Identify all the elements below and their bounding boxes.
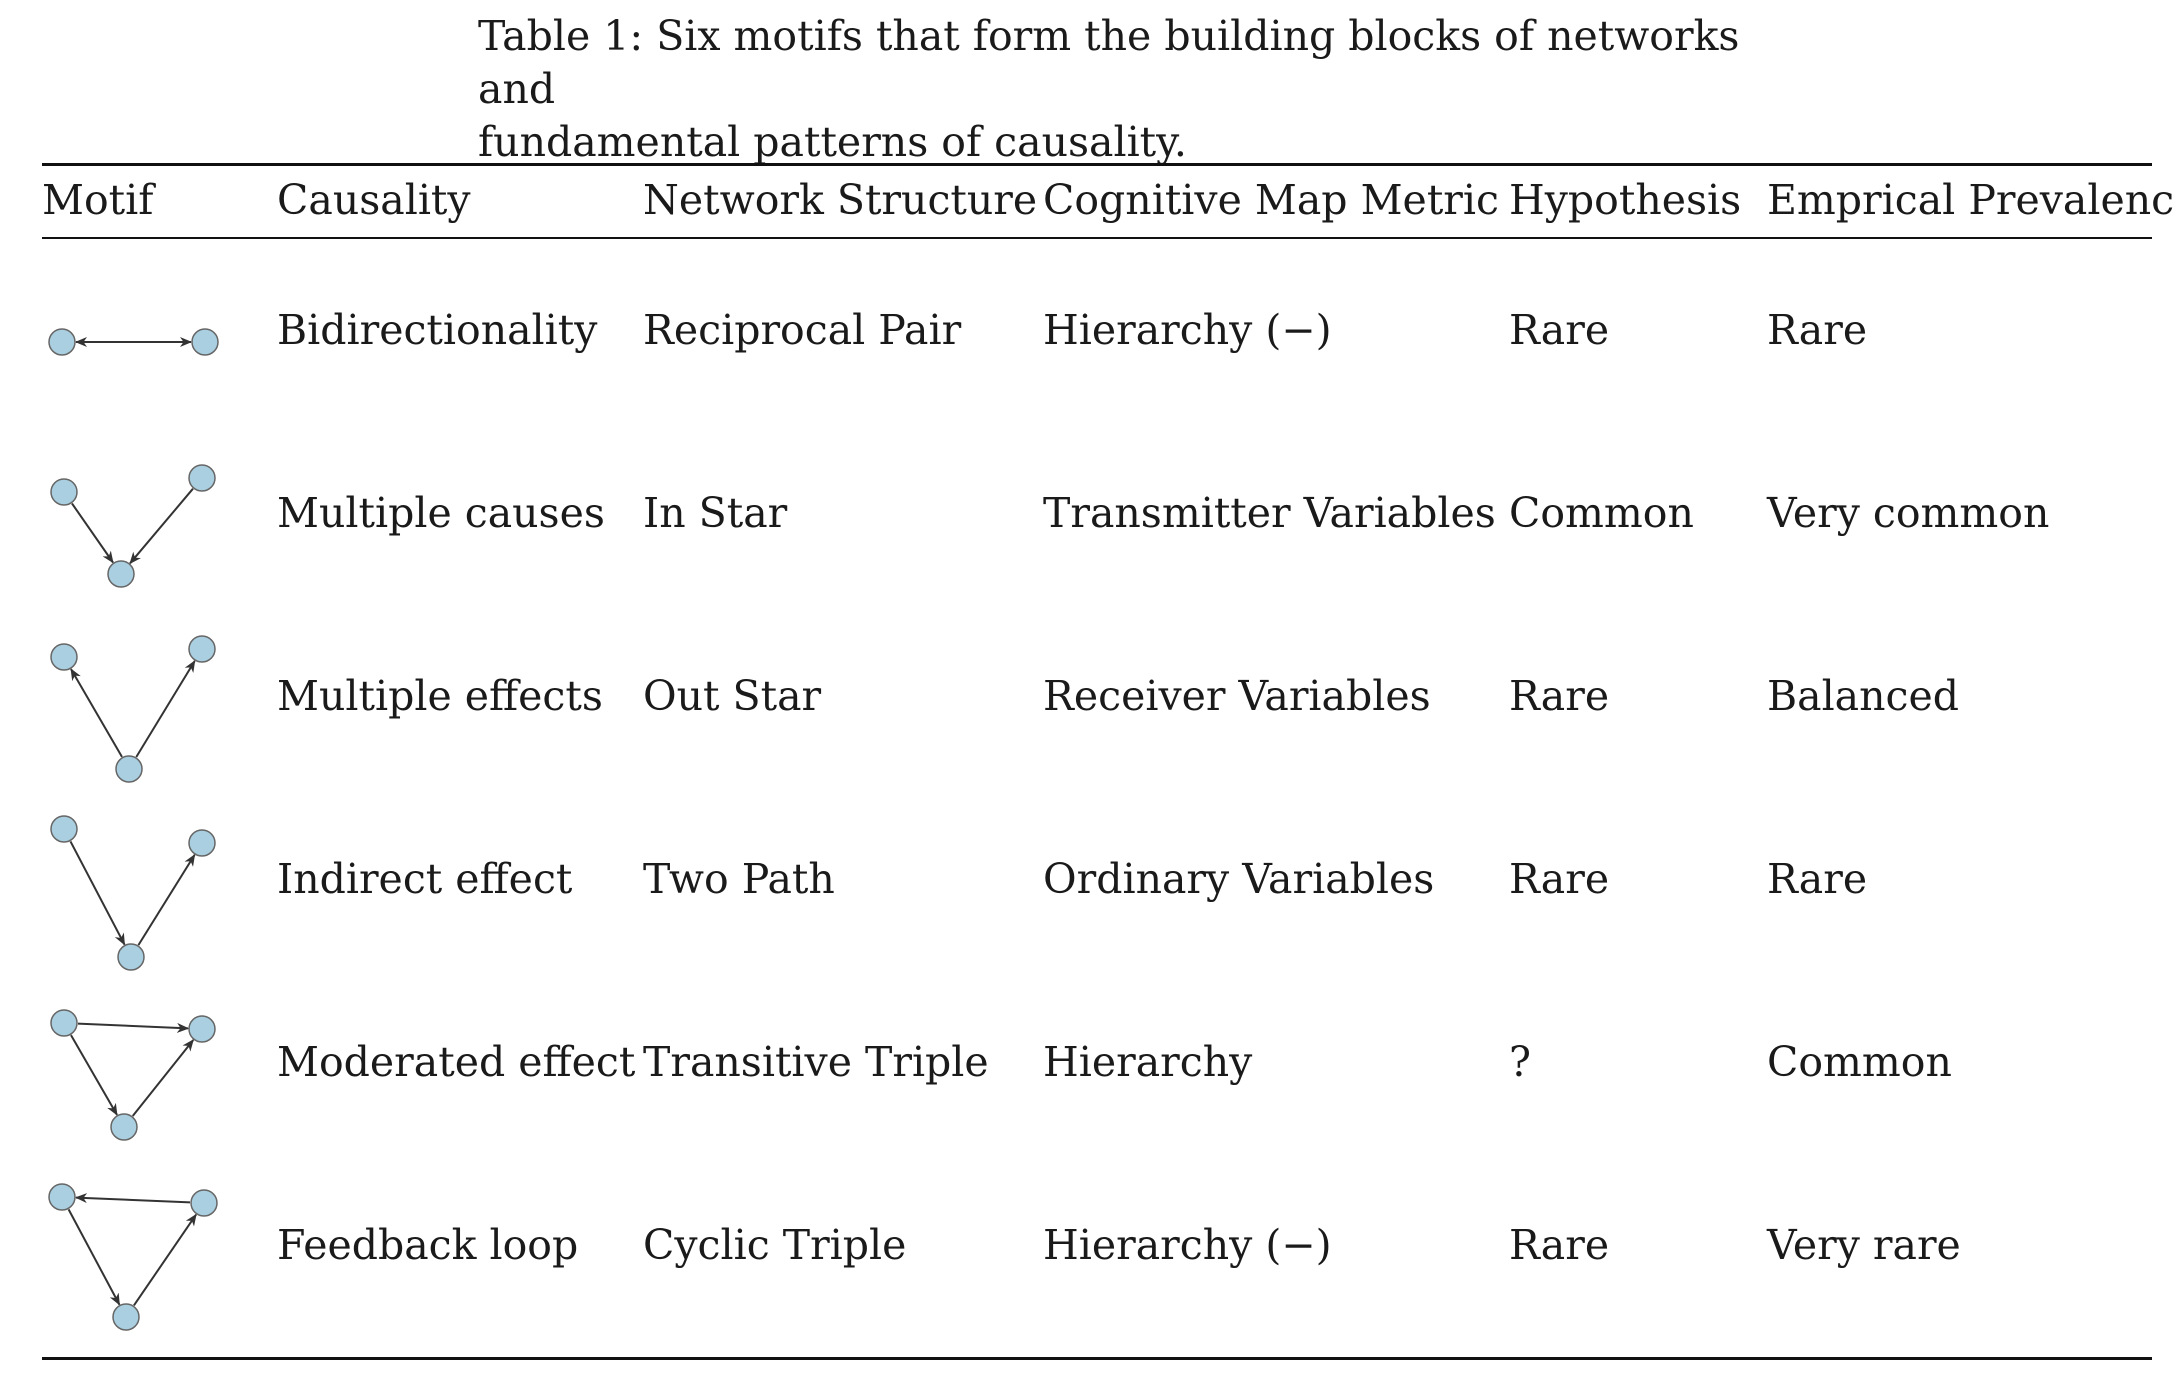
motif-4-edge-2 (137, 854, 196, 946)
row-4-prevalence: Rare (1767, 855, 1868, 903)
header-motif: Motif (42, 176, 154, 224)
row-2-metric: Transmitter Variables (1043, 489, 1496, 537)
row-3-prevalence: Balanced (1767, 672, 1960, 720)
row-6-metric: Hierarchy (−) (1043, 1221, 1332, 1269)
motif-5-edge-3 (131, 1039, 195, 1117)
motif-1-node-2 (191, 328, 219, 356)
caption-line-1: Table 1: Six motifs that form the buildi… (478, 12, 1740, 113)
motif-3-node-1 (50, 643, 78, 671)
row-2-prevalence: Very common (1767, 489, 2050, 537)
motif-diagrams (48, 328, 219, 1331)
row-2-causality: Multiple causes (277, 489, 605, 537)
row-2-hypothesis: Common (1509, 489, 1694, 537)
row-6-prevalence: Very rare (1767, 1221, 1961, 1269)
motif-3-node-2 (188, 635, 216, 663)
motif-5-node-2 (188, 1015, 216, 1043)
header-hypothesis: Hypothesis (1509, 176, 1742, 224)
motif-4-node-1 (50, 815, 78, 843)
row-4-causality: Indirect effect (277, 855, 573, 903)
motif-2-node-3 (107, 560, 135, 588)
motif-6-edge-1 (74, 1193, 191, 1204)
motif-5-node-3 (110, 1113, 138, 1141)
row-4-metric: Ordinary Variables (1043, 855, 1435, 903)
header-empirical-prevalence: Emprical Prevalence (1767, 176, 2176, 224)
row-6-causality: Feedback loop (277, 1221, 579, 1269)
row-3-hypothesis: Rare (1509, 672, 1610, 720)
header-cognitive-map-metric: Cognitive Map Metric (1043, 176, 1499, 224)
motif-4-node-3 (117, 943, 145, 971)
row-5-prevalence: Common (1767, 1038, 1952, 1086)
header-network-structure: Network Structure (643, 176, 1038, 224)
motif-4-edge-1 (69, 840, 126, 946)
row-5-metric: Hierarchy (1043, 1038, 1253, 1086)
motif-6-node-2 (190, 1189, 218, 1217)
row-2-structure: In Star (643, 489, 788, 537)
table-caption: Table 1: Six motifs that form the buildi… (478, 10, 1778, 169)
row-1-metric: Hierarchy (−) (1043, 306, 1332, 354)
motif-1-node-1 (48, 328, 76, 356)
row-5-hypothesis: ? (1509, 1038, 1531, 1086)
row-1-prevalence: Rare (1767, 306, 1868, 354)
motif-2-edge-1 (71, 502, 114, 564)
row-4-structure: Two Path (643, 855, 835, 903)
motif-3-edge-2 (135, 660, 196, 758)
row-1-causality: Bidirectionality (277, 306, 598, 354)
row-1-structure: Reciprocal Pair (643, 306, 962, 354)
row-6-structure: Cyclic Triple (643, 1221, 907, 1269)
motif-6-node-3 (112, 1303, 140, 1331)
motif-6-edge-2 (67, 1208, 121, 1306)
row-4-hypothesis: Rare (1509, 855, 1610, 903)
motif-6-edge-3 (133, 1213, 197, 1307)
row-3-structure: Out Star (643, 672, 822, 720)
row-6-hypothesis: Rare (1509, 1221, 1610, 1269)
row-1-hypothesis: Rare (1509, 306, 1610, 354)
bottom-rule (42, 1357, 2152, 1360)
motif-2-node-2 (188, 464, 216, 492)
caption-line-2: fundamental patterns of causality. (478, 118, 1187, 166)
top-rule (42, 163, 2152, 166)
motif-2-node-1 (50, 478, 78, 506)
motif-3-edge-1 (70, 668, 123, 758)
row-3-metric: Receiver Variables (1043, 672, 1431, 720)
motif-4-node-2 (188, 829, 216, 857)
motif-6-node-1 (48, 1183, 76, 1211)
motif-2-edge-2 (129, 488, 194, 565)
row-5-structure: Transitive Triple (643, 1038, 989, 1086)
header-rule (42, 237, 2152, 239)
row-5-causality: Moderated effect (277, 1038, 636, 1086)
motif-5-edge-1 (77, 1022, 190, 1033)
motif-3-node-3 (115, 755, 143, 783)
motif-5-node-1 (50, 1009, 78, 1037)
header-causality: Causality (277, 176, 471, 224)
row-3-causality: Multiple effects (277, 672, 603, 720)
motif-5-edge-2 (70, 1034, 118, 1116)
